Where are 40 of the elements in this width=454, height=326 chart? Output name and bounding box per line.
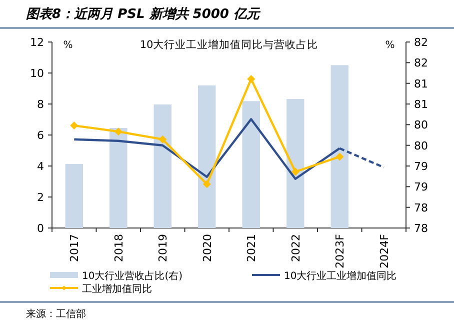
chart-subtitle: 10大行业工业增加值同比与营收占比: [140, 38, 318, 51]
point: [202, 180, 211, 188]
x-tick-label: 2022: [289, 234, 302, 262]
point: [158, 135, 167, 144]
x-tick-label: 2019: [156, 234, 170, 262]
y2-tick-label: 81: [414, 77, 428, 90]
point: [291, 168, 300, 176]
x-tick-label: 2020: [200, 234, 214, 262]
y2-tick-label: 78: [414, 222, 428, 235]
chart-title: 图表8：近两月 PSL 新增共 5000 亿元: [26, 6, 262, 22]
y2-tick-label: 80: [414, 139, 428, 152]
source-note: 来源：工信部: [26, 308, 86, 320]
point: [114, 128, 122, 136]
y2-tick-label: 82: [414, 56, 428, 70]
y-tick-label: 8: [37, 98, 44, 111]
point: [70, 122, 78, 130]
y-axis-title: %: [63, 40, 73, 51]
y-tick-label: 6: [37, 129, 44, 142]
y2-tick-label: 78: [414, 201, 428, 214]
point: [336, 152, 344, 161]
x-tick-label: 2021: [245, 234, 258, 262]
legend-label: 工业增加值同比: [82, 283, 152, 295]
y2-tick-label: 80: [414, 118, 428, 132]
y2-tick-label: 79: [414, 160, 428, 173]
point: [247, 75, 256, 84]
x-tick-label: 2023F: [334, 234, 347, 268]
y2-tick-label: 79: [414, 180, 428, 194]
y-tick-label: 2: [37, 191, 44, 204]
y-tick-label: 12: [30, 36, 44, 49]
legend-label: 10大行业营收占比(右): [82, 270, 183, 282]
y2-tick-label: 81: [414, 98, 428, 111]
y2-tick-label: 82: [414, 36, 428, 49]
y-tick-label: 4: [37, 160, 44, 173]
y2-axis-title: %: [385, 40, 395, 51]
legend-label: 10大行业工业增加值同比: [284, 270, 397, 282]
y-tick-label: 0: [37, 222, 44, 235]
x-tick-label: 2018: [112, 234, 126, 262]
x-tick-label: 2017: [68, 234, 82, 262]
x-tick-label: 2024F: [378, 234, 391, 268]
y-tick-label: 10: [30, 67, 44, 80]
